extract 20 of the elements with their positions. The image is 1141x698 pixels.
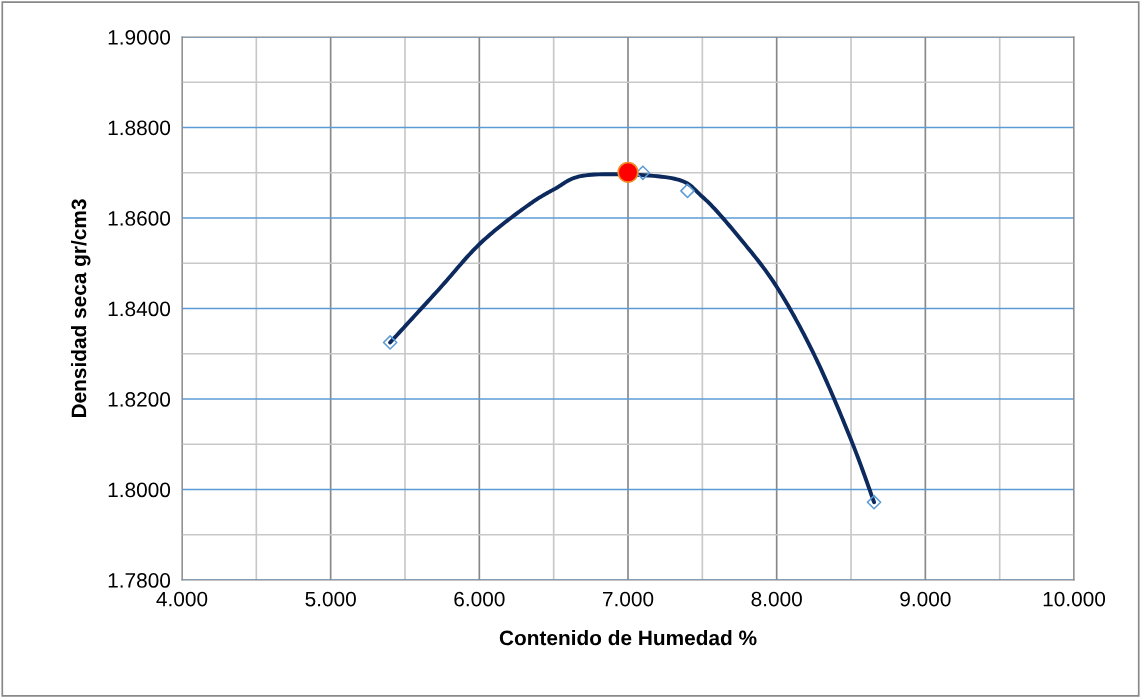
y-tick-label: 1.8200 <box>108 392 171 407</box>
x-tick-label: 10.000 <box>1043 591 1106 607</box>
x-tick-label: 6.000 <box>454 591 505 607</box>
y-tick-label: 1.8000 <box>108 482 171 498</box>
x-tick-label: 5.000 <box>305 591 356 607</box>
y-tick-label: 1.9000 <box>108 30 171 45</box>
x-tick-label: 7.000 <box>603 591 654 607</box>
y-axis-title: Densidad seca gr/cm3 <box>70 199 91 418</box>
point <box>680 183 695 199</box>
x-tick-label: 4.000 <box>156 591 208 607</box>
x-tick-label: 8.000 <box>751 591 802 607</box>
y-tick-label: 1.8400 <box>108 301 171 317</box>
y-tick-label: 1.8600 <box>108 211 171 226</box>
point <box>617 161 639 183</box>
y-tick-label: 1.8800 <box>108 120 171 136</box>
point <box>866 494 882 510</box>
x-axis-title: Contenido de Humedad % <box>499 630 757 646</box>
y-tick-label: 1.7800 <box>108 573 171 588</box>
x-tick-label: 9.000 <box>900 591 951 607</box>
point <box>382 335 398 350</box>
